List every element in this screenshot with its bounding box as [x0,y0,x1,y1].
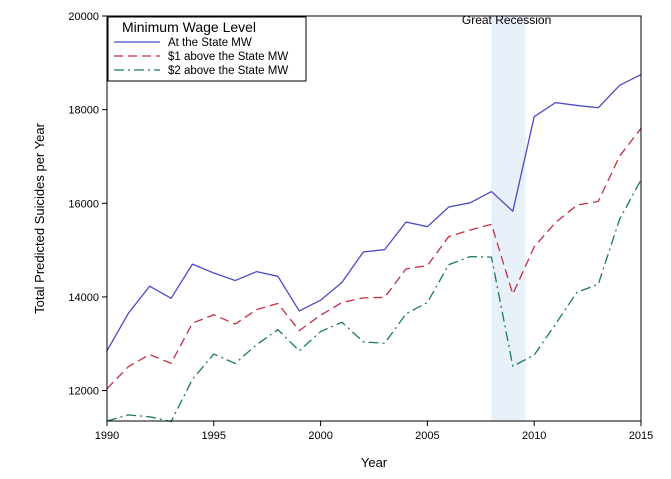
plot-frame [106,15,642,422]
series-line-3 [106,179,642,423]
y-axis: 12000 14000 16000 18000 20000 [68,11,107,398]
x-tick-label: 2010 [522,430,546,442]
recession-label: Great Recession [462,13,551,27]
y-tick-label: 18000 [68,105,99,117]
legend: Minimum Wage Level At the State MW $1 abo… [107,16,307,82]
y-tick-label: 14000 [68,292,99,304]
legend-label-3: $2 above the State MW [168,65,288,77]
series-lines [106,73,642,423]
legend-label-1: At the State MW [168,37,252,49]
series-line-1 [106,73,642,352]
legend-label-2: $1 above the State MW [168,51,288,63]
x-axis: 1990 1995 2000 2005 2010 2015 [95,421,653,442]
recession-band [491,16,526,421]
y-tick-label: 16000 [68,198,99,210]
x-axis-label: Year [361,455,388,470]
x-tick-label: 2005 [415,430,439,442]
x-tick-label: 2015 [629,430,653,442]
series-line-2 [106,127,642,390]
x-tick-label: 1995 [202,430,226,442]
y-axis-label: Total Predicted Suicides per Year [32,122,47,313]
y-tick-label: 20000 [68,11,99,23]
legend-title: Minimum Wage Level [122,19,256,35]
legend-items: At the State MW $1 above the State MW $2 a… [114,37,288,77]
y-tick-label: 12000 [68,386,99,398]
x-tick-label: 2000 [308,430,332,442]
x-tick-label: 1990 [95,430,119,442]
